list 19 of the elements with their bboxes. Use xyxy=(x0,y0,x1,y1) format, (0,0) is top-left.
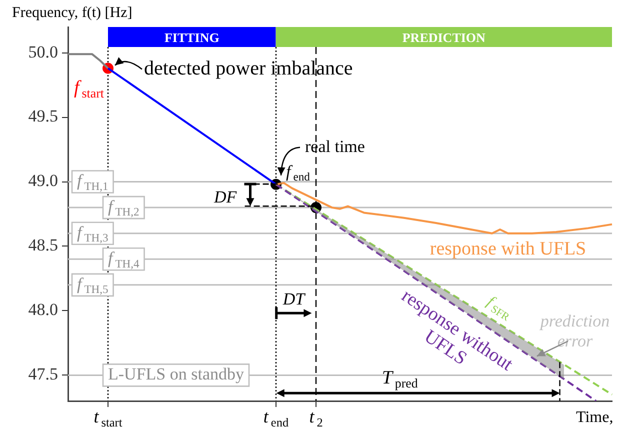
ref-line-label: L-UFLS on standby xyxy=(108,364,244,384)
y-tick-label: 48.5 xyxy=(28,236,58,255)
annotation: DT xyxy=(282,289,306,308)
y-tick-label: 47.5 xyxy=(28,364,58,384)
y-axis-title: Frequency, f(t) [Hz] xyxy=(12,4,132,21)
annotation: prediction error xyxy=(539,312,610,351)
annotation: detected power imbalance xyxy=(144,58,353,80)
phase-header: FITTING PREDICTION xyxy=(108,27,612,47)
x-axis-title: Time, xyxy=(576,409,614,426)
annotation: FITTING xyxy=(164,30,220,45)
annotation: PREDICTION xyxy=(402,30,486,45)
y-tick-label: 49.5 xyxy=(28,106,58,126)
text: fSFR xyxy=(484,293,512,324)
annotation: real time xyxy=(305,136,365,156)
y-tick-label: 48.0 xyxy=(28,300,58,320)
y-tick-label: 49.0 xyxy=(28,171,58,190)
series-label: response with UFLS xyxy=(430,238,586,260)
y-tick-label: 50.0 xyxy=(28,42,58,62)
annotation: DF xyxy=(212,187,238,206)
